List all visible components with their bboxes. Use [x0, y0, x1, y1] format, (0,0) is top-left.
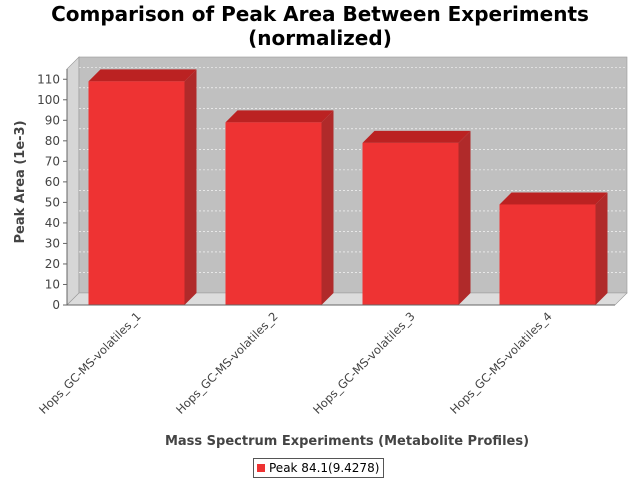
- bar-top: [499, 192, 608, 205]
- x-tick-label: Hops_GC-MS-volatiles_3: [310, 309, 417, 416]
- x-axis-label: Mass Spectrum Experiments (Metabolite Pr…: [165, 434, 529, 449]
- y-tick-label: 10: [45, 277, 60, 291]
- y-tick-label: 60: [45, 175, 60, 189]
- bar: [225, 110, 334, 305]
- x-tick-label: Hops_GC-MS-volatiles_2: [173, 309, 280, 416]
- x-tick-label: Hops_GC-MS-volatiles_1: [36, 309, 143, 416]
- plot-left-wall: [66, 56, 80, 306]
- legend: Peak 84.1(9.4278): [253, 458, 385, 478]
- y-tick-label: 80: [45, 134, 60, 148]
- y-tick-label: 110: [37, 72, 60, 86]
- y-tick-label: 30: [45, 236, 60, 250]
- chart-title-line-2: (normalized): [248, 26, 392, 50]
- x-axis: Hops_GC-MS-volatiles_1 Hops_GC-MS-volatil…: [36, 304, 615, 417]
- bar: [362, 130, 471, 305]
- bar-top: [225, 110, 334, 123]
- y-axis-label: Peak Area (1e-3): [13, 120, 28, 243]
- bar-front: [362, 142, 459, 305]
- chart-title-line-1: Comparison of Peak Area Between Experime…: [51, 2, 589, 26]
- bar: [499, 192, 608, 305]
- bar-front: [225, 122, 322, 305]
- bars: [88, 69, 608, 305]
- y-tick-label: 100: [37, 93, 60, 107]
- bar-front: [499, 204, 596, 305]
- y-tick-label: 20: [45, 257, 60, 271]
- bar-front: [88, 81, 185, 305]
- y-tick-label: 70: [45, 154, 60, 168]
- bar-side: [184, 69, 197, 305]
- bar-side: [595, 192, 608, 305]
- y-tick-label: 90: [45, 113, 60, 127]
- bar-side: [458, 130, 471, 305]
- y-axis: 0 10 20 30 40 50 60 70 80 90 100 110: [37, 69, 68, 312]
- legend-swatch: [257, 464, 265, 472]
- bar-side: [321, 110, 334, 305]
- y-tick-label: 40: [45, 216, 60, 230]
- legend-label: Peak 84.1(9.4278): [269, 461, 380, 475]
- bar-top: [88, 69, 197, 82]
- chart-title: Comparison of Peak Area Between Experime…: [0, 2, 640, 50]
- bar-top: [362, 130, 471, 143]
- x-tick-label: Hops_GC-MS-volatiles_4: [447, 309, 554, 416]
- y-tick-label: 0: [52, 298, 60, 312]
- y-tick-label: 50: [45, 195, 60, 209]
- bar: [88, 69, 197, 305]
